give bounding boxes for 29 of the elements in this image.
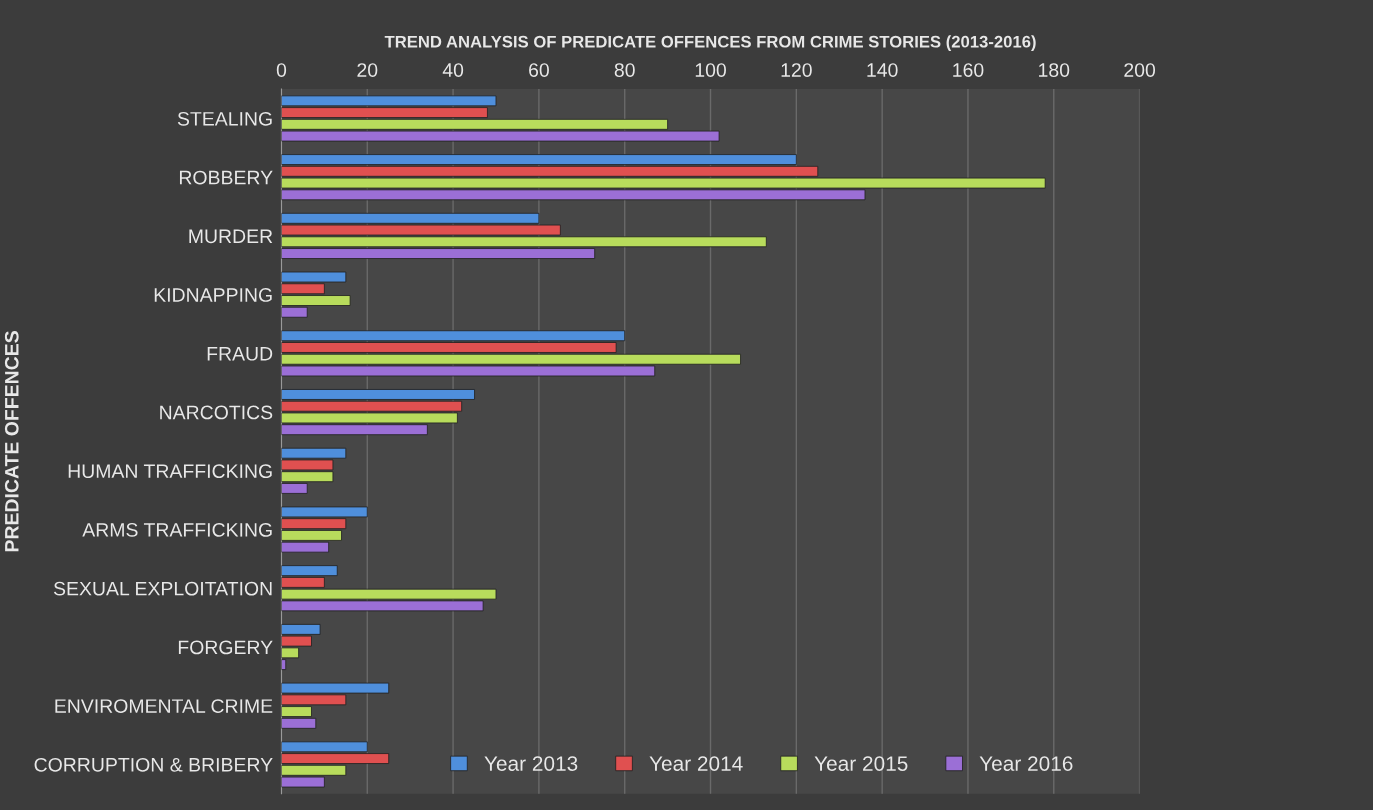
x-tick-label: 0 [276, 63, 287, 77]
x-tick-label: 60 [529, 63, 549, 77]
x-tick-label: 80 [614, 63, 635, 77]
y-tick-label: MURDER [189, 229, 273, 244]
y-tick-label: ROBBERY [179, 170, 273, 185]
y-tick-label: ENVIROMENTAL CRIME [55, 699, 273, 713]
legend-label: Year 2016 [979, 756, 1073, 771]
x-tick-label: 120 [781, 63, 812, 77]
x-tick-label: 100 [695, 63, 726, 77]
y-tick-label: CORRUPTION & BRIBERY [34, 757, 273, 772]
legend-label: Year 2014 [649, 756, 743, 771]
x-tick-label: 180 [1039, 63, 1070, 77]
chart-title: TREND ANALYSIS OF PREDICATE OFFENCES FROM CRIME STORIES (2013-2016) [384, 35, 1036, 51]
y-tick-label: SEXUAL EXPLOITATION [53, 581, 272, 596]
x-tick-label: 40 [442, 63, 464, 77]
y-tick-label: HUMAN TRAFFICKING [68, 464, 272, 479]
y-axis-title: PREDICATE OFFENCES [4, 331, 19, 552]
legend-label: Year 2013 [484, 756, 578, 771]
y-tick-label: ARMS TRAFFICKING [82, 523, 272, 537]
y-tick-label: NARCOTICS [160, 405, 273, 420]
x-tick-label: 140 [867, 63, 898, 77]
y-tick-label: STEALING [177, 111, 272, 126]
y-tick-label: FRAUD [207, 347, 273, 361]
x-tick-label: 200 [1124, 63, 1156, 77]
x-tick-label: 160 [953, 63, 984, 77]
y-tick-label: KIDNAPPING [154, 288, 272, 302]
legend-label: Year 2015 [814, 756, 908, 771]
x-tick-label: 20 [357, 63, 378, 77]
y-tick-label: FORGERY [178, 640, 273, 655]
